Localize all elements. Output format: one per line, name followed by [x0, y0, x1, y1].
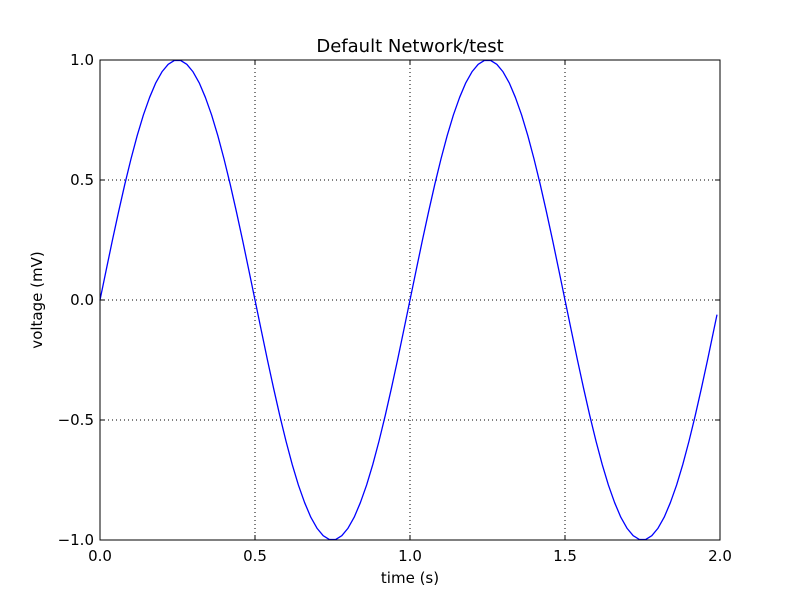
plot-area-frame	[99, 59, 721, 541]
y-tick-label: 0.5	[70, 171, 94, 189]
tick-labels: 0.0 0.5 1.0 1.5 2.0 −1.0 −0.5 0.0 0.5 1.0	[58, 51, 732, 565]
x-tick-label: 0.5	[243, 547, 267, 565]
series-line	[99, 59, 718, 541]
y-tick-label: −0.5	[58, 411, 94, 429]
x-tick-label: 1.5	[553, 547, 577, 565]
y-tick-label: −1.0	[58, 531, 94, 549]
x-tick-label: 2.0	[708, 547, 732, 565]
x-tick-label: 1.0	[398, 547, 422, 565]
y-tick-label: 1.0	[70, 51, 94, 69]
x-tick-label: 0.0	[88, 547, 112, 565]
y-tick-label: 0.0	[70, 291, 94, 309]
series-layer	[99, 59, 718, 541]
x-axis-label: time (s)	[381, 569, 439, 587]
y-axis-label: voltage (mV)	[28, 251, 46, 348]
chart-title: Default Network/test	[316, 36, 503, 57]
